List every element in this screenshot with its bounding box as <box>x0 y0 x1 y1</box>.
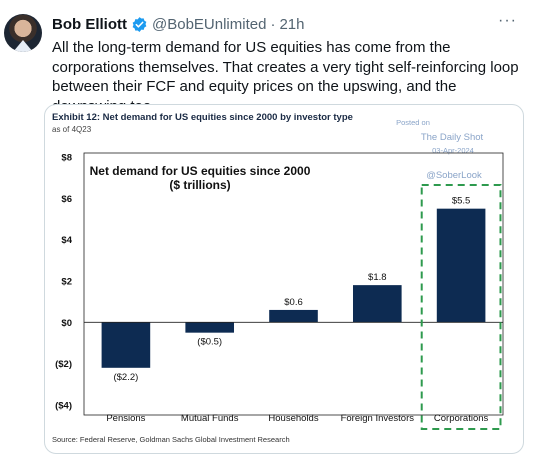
tweet-timestamp[interactable]: 21h <box>279 15 305 33</box>
bar <box>269 309 318 323</box>
watermark-site: The Daily Shot <box>421 132 484 143</box>
x-tick-label: Corporations <box>434 413 489 424</box>
tweet-media-image[interactable]: Exhibit 12: Net demand for US equities s… <box>44 104 524 454</box>
data-label: $1.8 <box>368 272 387 283</box>
watermark-date: 03-Apr-2024 <box>432 146 474 155</box>
plot-frame <box>83 152 504 416</box>
author-handle[interactable]: @BobEUnlimited <box>152 15 267 33</box>
x-tick-label: Mutual Funds <box>181 413 239 424</box>
more-options-icon[interactable]: ··· <box>498 12 517 29</box>
y-tick-label: ($2) <box>55 359 72 370</box>
y-tick-label: $0 <box>61 318 72 329</box>
bar <box>185 322 235 333</box>
chart-source: Source: Federal Reserve, Goldman Sachs G… <box>52 435 290 444</box>
x-axis: Pensions Mutual Funds Households Foreign In… <box>106 413 488 424</box>
watermark-handle: @SoberLook <box>426 170 482 181</box>
tweet-header: Bob Elliott @BobEUnlimited · 21h <box>52 13 523 35</box>
data-label: $0.6 <box>284 297 303 308</box>
chart-subtitle: ($ trillions) <box>169 178 230 192</box>
y-axis: $8 $6 $4 $2 $0 ($2) ($4) <box>55 153 73 412</box>
avatar-collar <box>13 40 33 52</box>
author-name[interactable]: Bob Elliott <box>52 15 127 33</box>
y-tick-label: ($4) <box>55 401 72 412</box>
data-label: ($0.5) <box>197 337 222 348</box>
y-tick-label: $8 <box>61 153 72 164</box>
y-tick-label: $6 <box>61 194 72 205</box>
header-separator: · <box>270 15 276 33</box>
bar-chart: Exhibit 12: Net demand for US equities s… <box>52 112 504 444</box>
y-tick-label: $4 <box>61 235 72 246</box>
author-avatar[interactable] <box>4 14 42 52</box>
bar <box>352 285 402 323</box>
corporations-highlight-box <box>420 184 502 430</box>
exhibit-heading: Exhibit 12: Net demand for US equities s… <box>52 112 353 123</box>
y-tick-label: $2 <box>61 277 72 288</box>
verified-badge-icon[interactable] <box>131 16 148 33</box>
exhibit-as-of: as of 4Q23 <box>52 125 92 134</box>
data-label: ($2.2) <box>113 372 138 383</box>
x-tick-label: Pensions <box>106 413 145 424</box>
bar <box>101 322 151 368</box>
watermark-posted-on: Posted on <box>396 118 430 127</box>
data-label: $5.5 <box>452 196 471 207</box>
x-tick-label: Foreign Investors <box>341 413 415 424</box>
chart-title: Net demand for US equities since 2000 <box>90 164 311 178</box>
bar <box>436 208 486 323</box>
bar-series: ($2.2) ($0.5) $0.6 $1.8 $5.5 <box>84 196 503 383</box>
x-tick-label: Households <box>268 413 318 424</box>
